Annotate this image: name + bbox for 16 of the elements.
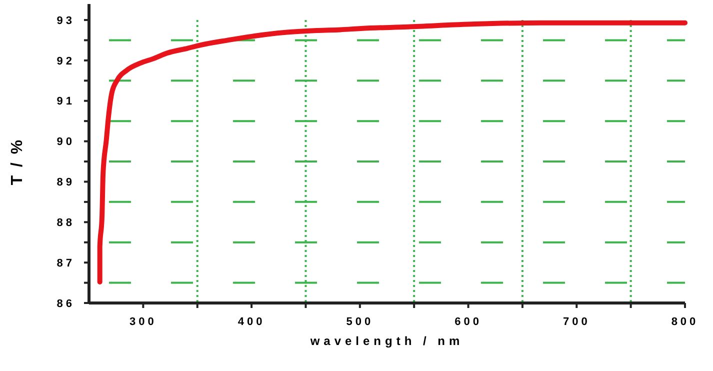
x-tick-label: 300 — [130, 316, 157, 328]
y-tick-label: 91 — [56, 96, 75, 108]
y-tick-label: 93 — [56, 14, 75, 27]
y-tick-label: 92 — [56, 55, 75, 68]
y-tick-label: 88 — [56, 216, 75, 229]
x-tick-label: 700 — [562, 316, 590, 328]
x-tick-label: 400 — [238, 316, 266, 328]
y-tick-label: 87 — [56, 257, 75, 270]
y-tick-label: 89 — [56, 176, 75, 189]
y-tick-label: 90 — [56, 136, 75, 148]
y-tick-label: 86 — [56, 298, 75, 310]
x-tick-label: 500 — [346, 316, 374, 328]
y-axis-title: T / % — [9, 138, 26, 186]
x-tick-label: 600 — [454, 316, 482, 328]
x-axis-title: wavelength / nm — [309, 334, 464, 348]
x-tick-label: 800 — [671, 316, 699, 328]
